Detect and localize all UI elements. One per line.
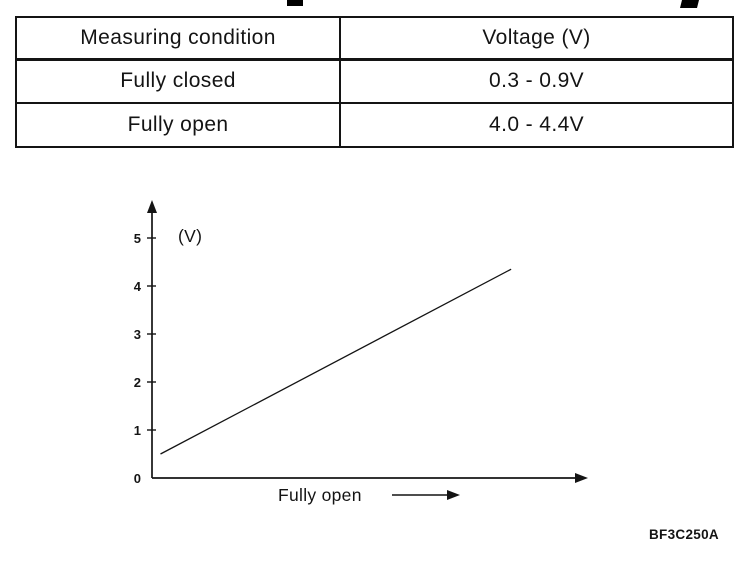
figure-code: BF3C250A bbox=[649, 527, 719, 542]
condition-cell: Fully open bbox=[16, 102, 342, 147]
x-axis-arrow-icon bbox=[575, 473, 588, 483]
y-tick-label: 0 bbox=[134, 471, 141, 486]
col-header-voltage: Voltage (V) bbox=[340, 17, 733, 61]
voltage-cell: 4.0 - 4.4V bbox=[340, 102, 733, 147]
voltage-chart: 0 1 2 3 4 5 (V) Fully open bbox=[134, 200, 588, 505]
right-arrow-head-icon bbox=[447, 490, 460, 500]
y-tick-label: 1 bbox=[134, 423, 141, 438]
table-row: Fully closed 0.3 - 0.9V bbox=[16, 58, 733, 103]
table-header-row: Measuring condition Voltage (V) bbox=[16, 17, 733, 61]
voltage-line bbox=[160, 268, 512, 455]
condition-cell: Fully closed bbox=[16, 58, 342, 103]
table-row: Fully open 4.0 - 4.4V bbox=[16, 102, 733, 147]
col-header-measuring-condition: Measuring condition bbox=[16, 17, 342, 61]
y-tick-label: 2 bbox=[134, 375, 141, 390]
y-tick-label: 5 bbox=[134, 231, 141, 246]
y-tick-label: 4 bbox=[134, 279, 142, 294]
measuring-condition-table: Measuring condition Voltage (V) Fully cl… bbox=[15, 16, 734, 148]
y-axis-arrow-icon bbox=[147, 200, 157, 213]
scan-artifact bbox=[680, 0, 699, 8]
x-axis-label: Fully open bbox=[278, 485, 362, 505]
voltage-cell: 0.3 - 0.9V bbox=[340, 58, 733, 103]
scan-artifact bbox=[287, 0, 303, 6]
y-tick-label: 3 bbox=[134, 327, 141, 342]
y-axis-unit-label: (V) bbox=[178, 226, 202, 246]
